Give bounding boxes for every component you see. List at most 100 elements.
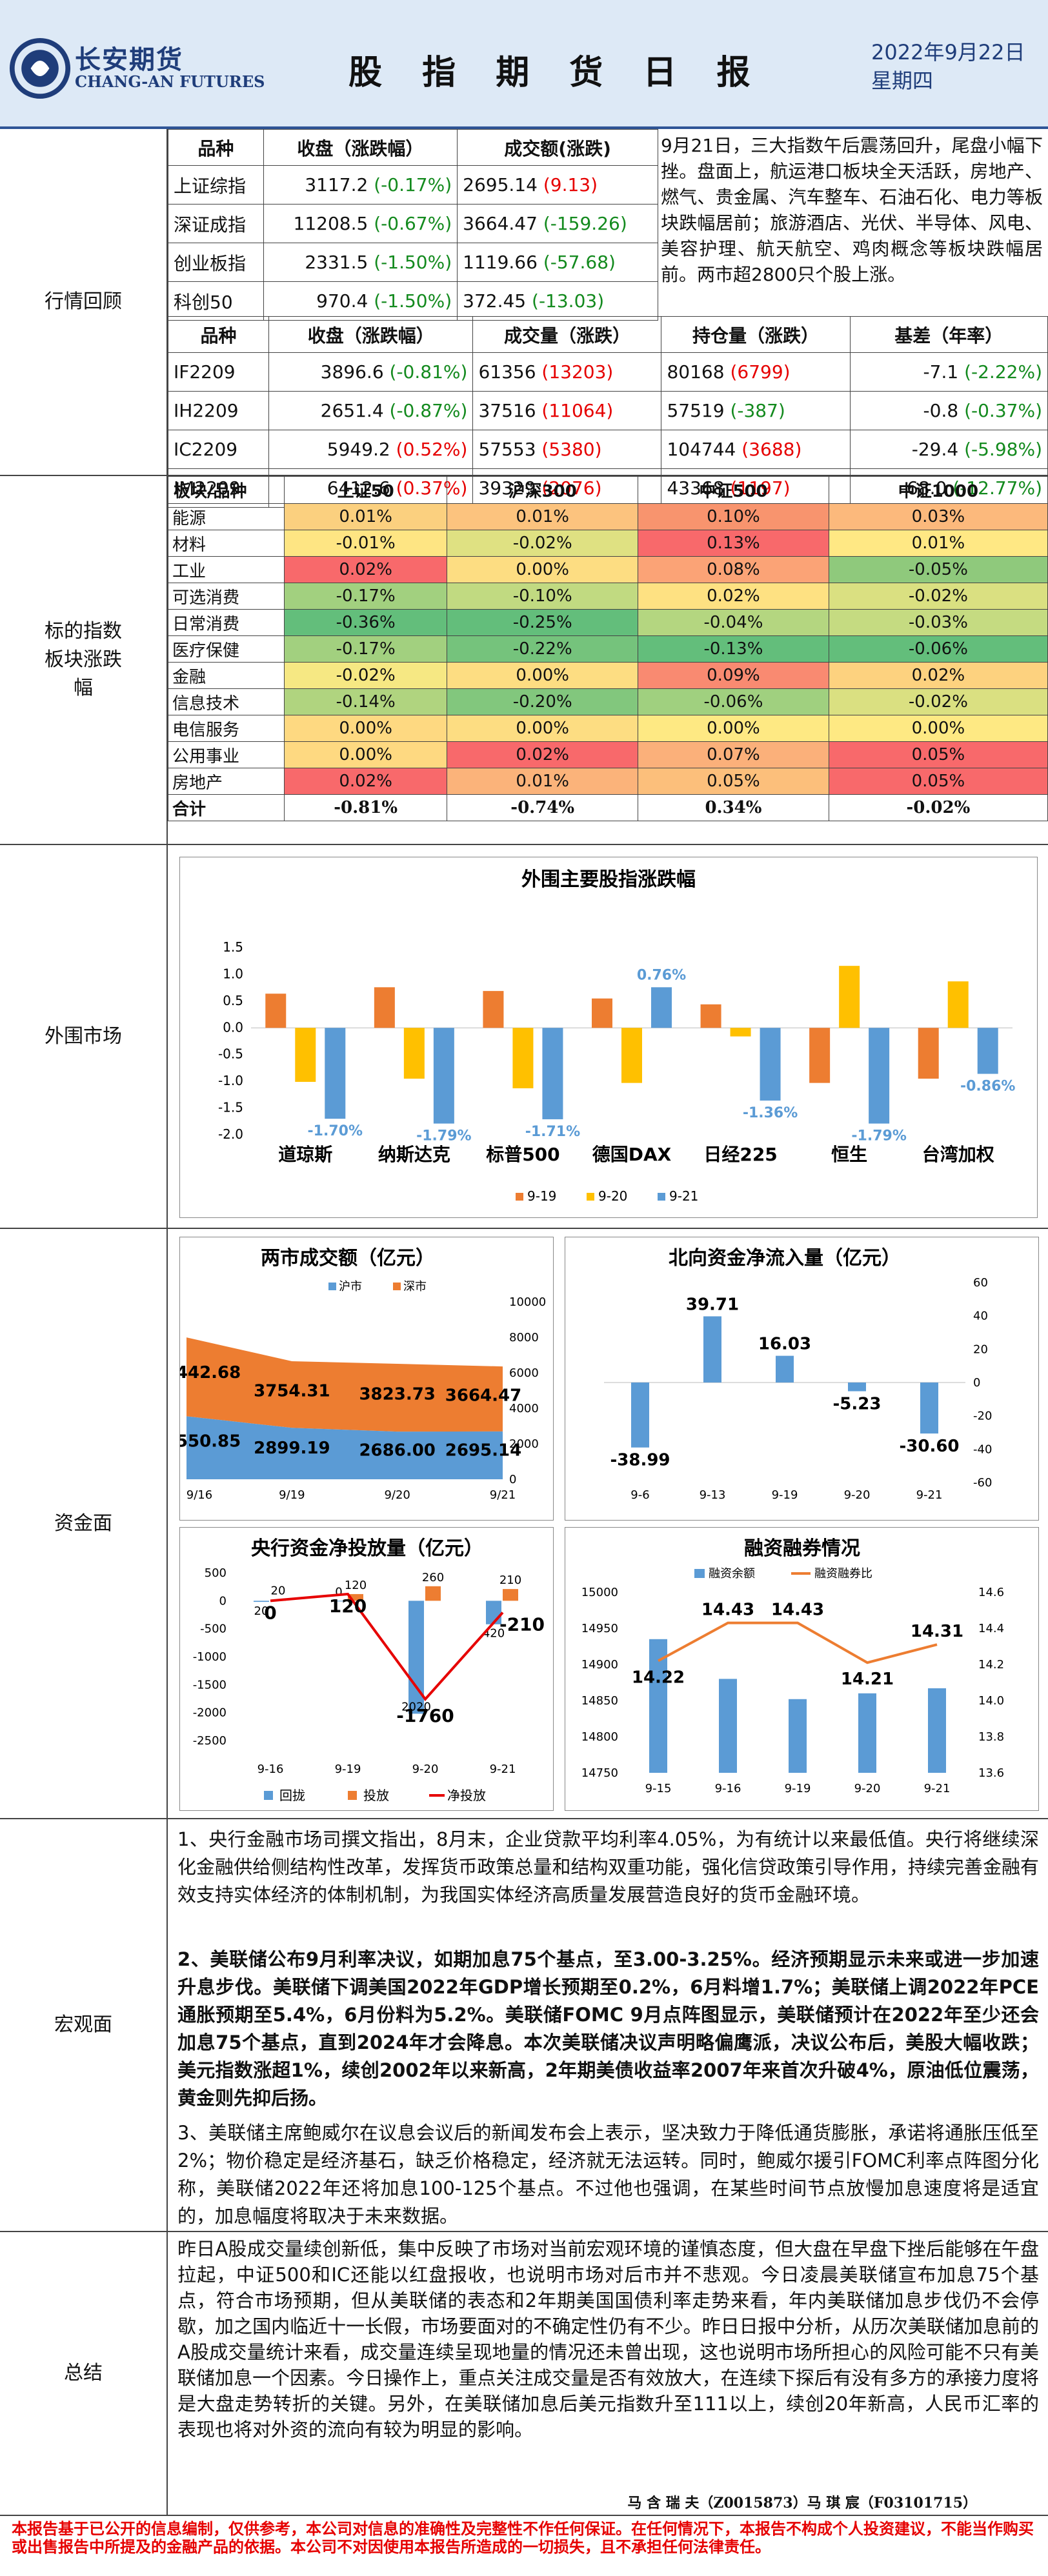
table-row: 工业 0.02% 0.00% 0.08% -0.05%: [168, 556, 1048, 583]
col-header: 沪深300: [447, 476, 639, 504]
y-tick-label: -1.5: [218, 1100, 243, 1115]
bar-9-19: [918, 1028, 939, 1079]
total-cell: 0.34%: [638, 794, 829, 821]
pct-change: (0.52%): [396, 439, 468, 460]
section-label: 宏观面: [0, 1819, 168, 2231]
y-tick-label: -2000: [193, 1706, 227, 1720]
y-tick-label: 1.0: [223, 966, 243, 981]
x-category-label: 9-19: [335, 1762, 361, 1776]
contract-close: 2651.4 (-0.87%): [268, 391, 474, 430]
col-header: 中证1000: [828, 476, 1048, 504]
contract-volume: 61356 (13203): [472, 352, 662, 392]
legend-label: 净投放: [447, 1788, 486, 1803]
sector-name: 能源: [168, 503, 285, 530]
x-category-label: 9-21: [916, 1488, 943, 1502]
area-沪市: [186, 1416, 503, 1479]
contract-name: IC2209: [167, 430, 270, 469]
table-row: 材料 -0.01% -0.02% 0.13% 0.01%: [168, 530, 1048, 557]
y-tick-label: 6000: [509, 1366, 539, 1380]
table-row: 科创50 970.4 (-1.50%) 372.45 (-13.03): [168, 281, 658, 321]
bar-9-20: [839, 966, 860, 1028]
table-row: 房地产 0.02% 0.01% 0.05% 0.05%: [168, 768, 1048, 795]
x-category-label: 纳斯达克: [378, 1144, 450, 1165]
disclaimer: 本报告基于已公开的信息编制，仅供参考，本公司对信息的准确性及完整性不作任何保证。…: [12, 2519, 1034, 2556]
sector-value: -0.13%: [638, 635, 829, 663]
total-cell: -0.02%: [828, 794, 1048, 821]
report-header: 长安期货 CHANG-AN FUTURES 股 指 期 货 日 报 2022年9…: [0, 0, 1048, 129]
x-category-label: 9-16: [715, 1782, 741, 1795]
contract-basis: -29.4 (-5.98%): [849, 430, 1048, 469]
total-cell: -0.81%: [283, 794, 448, 821]
report-title: 股 指 期 货 日 报: [348, 54, 765, 92]
y-tick-label: 40: [973, 1310, 988, 1323]
sector-value: -0.25%: [447, 609, 639, 636]
data-label: -1760: [396, 1705, 454, 1726]
data-label: 14.43: [771, 1601, 824, 1620]
basis-rate: (-5.98%): [964, 439, 1042, 460]
data-label: 0: [264, 1602, 276, 1623]
table-row: 信息技术 -0.14% -0.20% -0.06% -0.02%: [168, 688, 1048, 715]
index-name: 创业板指: [168, 243, 264, 282]
contract-basis: -7.1 (-2.22%): [849, 352, 1048, 392]
sector-name: 房地产: [168, 768, 285, 795]
sector-value: 0.02%: [283, 556, 448, 583]
y-tick-label: -20: [973, 1410, 992, 1423]
x-category-label: 台湾加权: [922, 1144, 994, 1165]
basis-rate: (-2.22%): [964, 361, 1042, 383]
legend-label: 9-19: [527, 1188, 556, 1204]
company-logo-icon: [9, 37, 71, 99]
y-tick-label: -1000: [193, 1650, 227, 1664]
contract-oi: 80168 (6799): [661, 352, 851, 392]
bar-9-21: [977, 1028, 998, 1074]
conclusion-text: 昨日A股成交量续创新低，集中反映了市场对当前宏观环境的谨慎态度，但大盘在早盘下挫…: [177, 2238, 1039, 2441]
bar-9-19: [700, 1004, 721, 1028]
bar-9-20: [512, 1028, 534, 1088]
x-category-label: 9-16: [257, 1762, 284, 1776]
sector-value: 0.07%: [638, 741, 829, 768]
bar-9-21: [433, 1028, 454, 1124]
bar-9-21: [542, 1028, 563, 1119]
sector-value: -0.36%: [283, 609, 448, 636]
x-category-label: 9-13: [700, 1488, 726, 1502]
legend-swatch: [393, 1283, 401, 1290]
bar-9-20: [403, 1028, 425, 1079]
sector-value: 0.10%: [638, 503, 829, 530]
contract-name: IF2209: [167, 352, 270, 392]
futures-table: 品种 收盘（涨跌幅） 成交量（涨跌） 持仓量（涨跌） 基差（年率） IF2209…: [167, 316, 1048, 508]
table-row: 上证综指 3117.2 (-0.17%) 2695.14 (9.13): [168, 165, 658, 205]
total-cell: -0.74%: [447, 794, 639, 821]
volume-change: (11064): [541, 400, 614, 421]
y-tick-label: 14850: [581, 1694, 618, 1708]
y-tick-label: 15000: [581, 1586, 618, 1599]
sector-heat-table: 板块/品种 上证50 沪深300 中证500 中证1000 能源 0.01% 0.0…: [168, 476, 1048, 821]
y-tick-label: 500: [205, 1566, 227, 1580]
table-row: 医疗保健 -0.17% -0.22% -0.13% -0.06%: [168, 635, 1048, 663]
x-category-label: 9/19: [279, 1488, 305, 1502]
sector-name: 公用事业: [168, 741, 285, 768]
sector-value: 0.00%: [283, 741, 448, 768]
sector-value: -0.06%: [828, 635, 1048, 663]
data-label: -1.71%: [525, 1124, 580, 1140]
chart-title: 央行资金净投放量（亿元）: [251, 1537, 483, 1560]
legend-swatch: [516, 1193, 523, 1201]
area-深市: [186, 1337, 503, 1432]
y-tick-label: 10000: [509, 1295, 546, 1309]
macro-section: 宏观面 1、央行金融市场司撰文指出，8月末，企业贷款平均利率4.05%，为有统计…: [0, 1819, 1048, 2232]
data-label: 0: [335, 1585, 342, 1599]
index-name: 上证综指: [168, 165, 264, 205]
sector-value: -0.05%: [828, 556, 1048, 583]
x-category-label: 道琼斯: [278, 1144, 332, 1165]
contract-name: IH2209: [167, 391, 270, 430]
y2-tick-label: 14.2: [978, 1658, 1004, 1672]
bar-9-21: [325, 1028, 346, 1119]
y-tick-label: 60: [973, 1276, 988, 1290]
bar-投放: [425, 1586, 441, 1601]
chart-title: 北向资金净流入量（亿元）: [669, 1247, 901, 1270]
y2-tick-label: 14.0: [978, 1694, 1004, 1708]
data-label: 14.21: [841, 1670, 894, 1689]
data-label: -1.70%: [308, 1123, 363, 1139]
funds-section: 资金面 两市成交额（亿元） 沪市 深市 0 2000 4000 6000 8000 10000 4…: [0, 1229, 1048, 1819]
contract-close: 3896.6 (-0.81%): [268, 352, 474, 392]
table-row: 深证成指 11208.5 (-0.67%) 3664.47 (-159.26): [168, 204, 658, 243]
pct-change: (-0.17%): [374, 174, 452, 195]
